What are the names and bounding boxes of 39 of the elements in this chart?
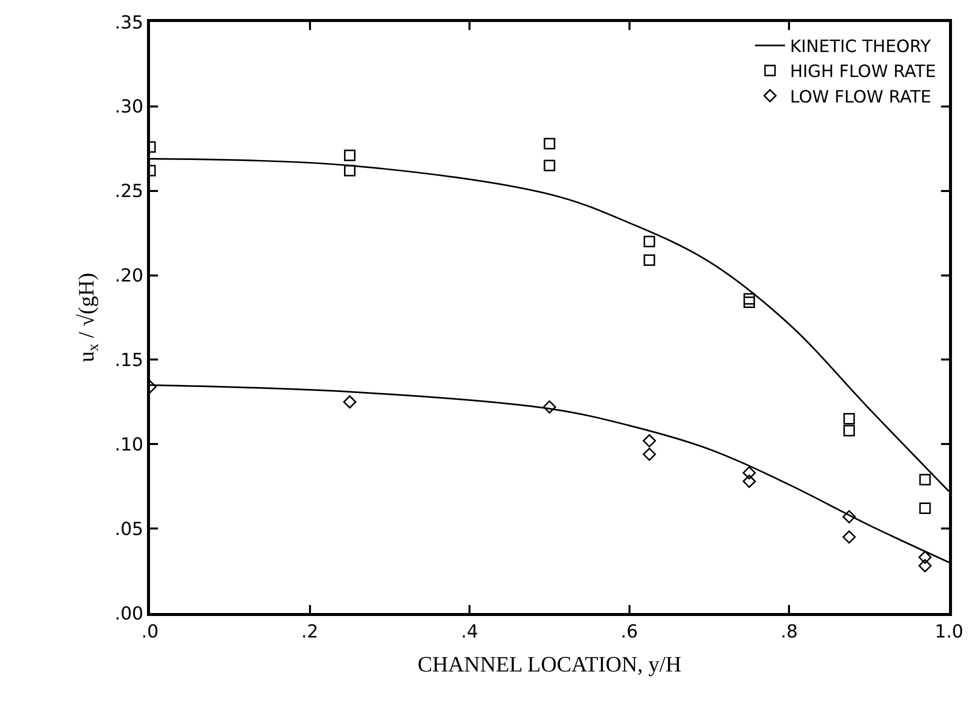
x-tick-label: .8 bbox=[780, 622, 798, 643]
point bbox=[742, 474, 756, 488]
point bbox=[343, 395, 356, 409]
point bbox=[919, 474, 931, 486]
x-tick-label: .0 bbox=[141, 622, 159, 643]
point bbox=[842, 530, 856, 544]
point bbox=[344, 164, 356, 176]
y-tick-label: .00 bbox=[114, 603, 144, 624]
point bbox=[843, 424, 855, 436]
y-tick-label: .20 bbox=[114, 266, 144, 287]
x-tick-label: .2 bbox=[301, 622, 318, 643]
x-tick-label: .6 bbox=[620, 622, 638, 643]
x-axis-title: CHANNEL LOCATION, y/H bbox=[418, 652, 682, 676]
y-tick-label: .25 bbox=[114, 181, 144, 202]
legend-label: LOW FLOW RATE bbox=[790, 87, 932, 108]
point bbox=[544, 160, 556, 172]
y-tick-label: .05 bbox=[114, 518, 144, 540]
point bbox=[542, 400, 556, 414]
point bbox=[843, 413, 855, 425]
line-series bbox=[150, 158, 949, 492]
point bbox=[642, 434, 656, 448]
point bbox=[919, 502, 931, 514]
y-tick-label: .10 bbox=[114, 434, 144, 456]
point bbox=[544, 138, 556, 150]
y-tick-label: .35 bbox=[114, 12, 144, 34]
point bbox=[918, 559, 932, 572]
legend-label: KINETIC THEORY bbox=[790, 37, 932, 58]
y-tick-label: .15 bbox=[114, 350, 144, 372]
point bbox=[344, 150, 356, 162]
x-tick-label: .4 bbox=[461, 622, 478, 643]
point bbox=[842, 510, 856, 524]
point bbox=[642, 448, 656, 461]
point bbox=[644, 254, 656, 266]
legend-label: HIGH FLOW RATE bbox=[790, 62, 936, 82]
x-tick-label: 1.0 bbox=[934, 622, 964, 643]
point bbox=[918, 550, 932, 564]
point bbox=[644, 236, 656, 248]
point bbox=[742, 466, 756, 480]
y-tick-label: .30 bbox=[114, 96, 144, 118]
